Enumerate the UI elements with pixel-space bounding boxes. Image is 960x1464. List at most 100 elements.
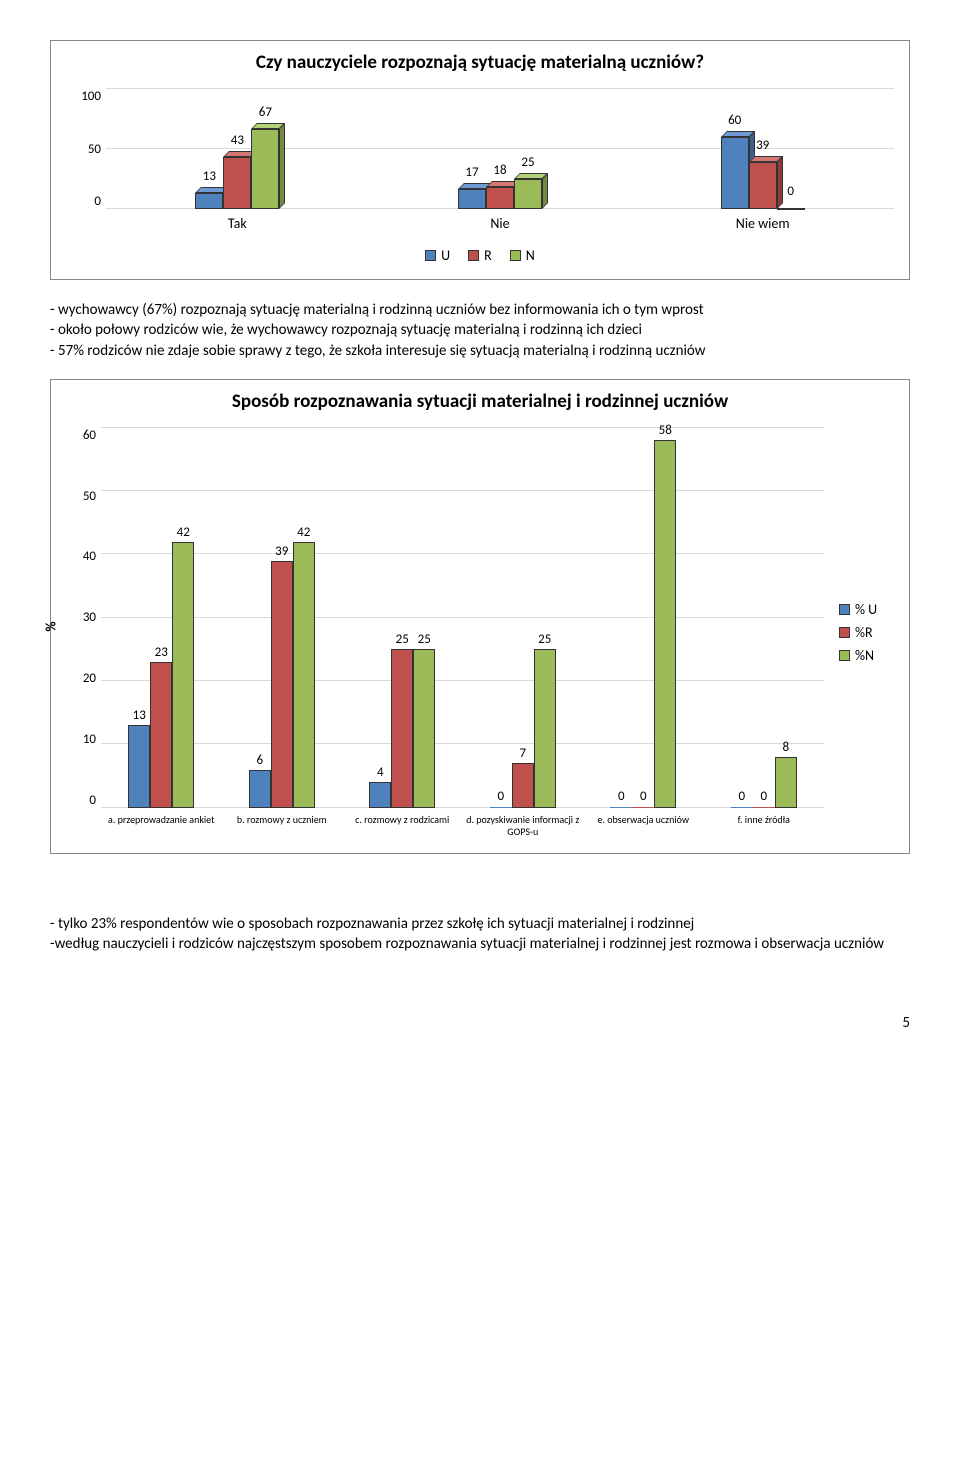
- chart1-bar-label: 13: [203, 169, 216, 184]
- chart2-category: 42525: [342, 649, 463, 807]
- chart2-yaxis: 6050403020100: [66, 428, 96, 808]
- chart2-ytick: 60: [66, 428, 96, 443]
- chart2-category: 13 23 42: [101, 542, 222, 808]
- chart2-plot: 132342639424252507250058008: [101, 428, 824, 808]
- chart1-xlabels: TakNieNie wiem: [106, 215, 894, 232]
- chart1-bar-label: 25: [521, 155, 534, 170]
- chart2-bar-label: 13: [133, 708, 146, 723]
- chart2-bar-label: 42: [177, 525, 190, 540]
- chart1-bar: 43: [223, 157, 251, 209]
- chart2-bar-label: 0: [640, 789, 647, 804]
- legend-label: %R: [855, 624, 873, 641]
- chart1-area: 100500 13436717182560390 TakNieNie wiem: [66, 89, 894, 232]
- chart1-bar: 67: [251, 129, 279, 209]
- chart2-ytick: 10: [66, 732, 96, 747]
- chart1-legend: URN: [66, 247, 894, 264]
- text-block-2: - tylko 23% respondentów wie o sposobach…: [50, 914, 910, 955]
- chart1-category: 171825: [369, 179, 632, 209]
- legend-label: N: [526, 247, 535, 264]
- chart1-bar-label: 67: [259, 105, 272, 120]
- legend-swatch: [510, 250, 521, 261]
- chart2-title: Sposób rozpoznawania sytuacji materialne…: [66, 390, 894, 413]
- chart1-xlabel: Nie wiem: [631, 215, 894, 232]
- chart2-bar: 6: [249, 770, 271, 808]
- chart2-bar-label: 6: [256, 753, 263, 768]
- chart1-bar-label: 18: [493, 163, 506, 178]
- chart2-legend-item: %R: [839, 624, 894, 641]
- chart2-bar-label: 58: [659, 423, 672, 438]
- chart2-bar-label: 0: [760, 789, 767, 804]
- chart2-xlabel: d. pozyskiwanie informacji z GOPS-u: [463, 814, 584, 838]
- chart2-bar-label: 0: [497, 789, 504, 804]
- chart1-bar: 13: [195, 193, 223, 209]
- chart2-xlabels: a. przeprowadzanie ankietb. rozmowy z uc…: [101, 814, 824, 838]
- chart1-bar-label: 39: [756, 138, 769, 153]
- chart1-bar: 60: [721, 137, 749, 209]
- chart2-category: 63942: [222, 542, 343, 808]
- chart2-ytick: 0: [66, 793, 96, 808]
- chart1-xlabel: Tak: [106, 215, 369, 232]
- chart2-bar-label: 7: [519, 746, 526, 761]
- chart1-ytick: 100: [66, 89, 101, 104]
- chart1-category: 134367: [106, 129, 369, 209]
- chart2-bars: 132342639424252507250058008: [101, 428, 824, 808]
- chart2-bar: 25: [534, 649, 556, 807]
- chart1-category-bars: 134367: [195, 129, 279, 209]
- chart2-legend-item: % U: [839, 601, 894, 618]
- chart2-bar: 13: [128, 725, 150, 807]
- chart2-bar: 7: [512, 763, 534, 807]
- chart1-title: Czy nauczyciele rozpoznają sytuację mate…: [66, 51, 894, 74]
- chart2-container: % 6050403020100 132342639424252507250058…: [66, 428, 894, 838]
- chart1-category: 60 39 0: [631, 137, 894, 209]
- chart2-bar-label: 8: [782, 740, 789, 755]
- chart1-ytick: 0: [66, 194, 101, 209]
- chart1-legend-item: R: [468, 247, 492, 264]
- legend-swatch: [839, 604, 850, 615]
- chart2-bar: 39: [271, 561, 293, 808]
- chart2-bar-label: 25: [418, 632, 431, 647]
- chart1-box: Czy nauczyciele rozpoznają sytuację mate…: [50, 40, 910, 280]
- page-number: 5: [50, 1014, 910, 1032]
- chart2-bar: 42: [293, 542, 315, 808]
- chart2-bar-label: 25: [396, 632, 409, 647]
- chart2-ytick: 50: [66, 489, 96, 504]
- text1-line3: - 57% rodziców nie zdaje sobie sprawy z …: [50, 341, 910, 361]
- chart2-bar-label: 0: [618, 789, 625, 804]
- chart2-bar: 58: [654, 440, 676, 807]
- chart2-bar-label: 23: [155, 645, 168, 660]
- chart2-bar: 0: [731, 807, 753, 808]
- chart2-ytick: 30: [66, 610, 96, 625]
- chart2-left: % 6050403020100 132342639424252507250058…: [66, 428, 824, 838]
- chart1-bar-label: 43: [231, 133, 244, 148]
- chart2-bar-label: 4: [377, 765, 384, 780]
- chart2-bar: 25: [391, 649, 413, 807]
- chart1-category-bars: 60 39 0: [721, 137, 805, 209]
- chart2-bar-label: 0: [738, 789, 745, 804]
- chart1-yaxis: 100 50 0: [66, 89, 101, 209]
- chart2-xlabel: e. obserwacja uczniów: [583, 814, 704, 838]
- chart1-bar-label: 0: [787, 184, 794, 199]
- legend-swatch: [839, 650, 850, 661]
- chart1-legend-item: N: [510, 247, 535, 264]
- legend-swatch: [839, 627, 850, 638]
- chart2-plotwrap: % 6050403020100 132342639424252507250058…: [66, 428, 824, 808]
- chart1-bars: 13436717182560390: [106, 89, 894, 209]
- chart1-plot: 13436717182560390: [106, 89, 894, 209]
- chart1-bar: 25: [514, 179, 542, 209]
- chart1-bar: 17: [458, 189, 486, 209]
- legend-swatch: [425, 250, 436, 261]
- chart2-bar: 42: [172, 542, 194, 808]
- chart2-bar-label: 42: [297, 525, 310, 540]
- legend-label: %N: [855, 647, 874, 664]
- chart2-xlabel: b. rozmowy z uczniem: [222, 814, 343, 838]
- chart2-bar-label: 25: [538, 632, 551, 647]
- chart1-legend-item: U: [425, 247, 450, 264]
- chart2-category: 0058: [583, 440, 704, 807]
- chart2-bar: 0: [632, 807, 654, 808]
- text2-line2: -według nauczycieli i rodziców najczęsts…: [50, 934, 910, 954]
- chart1-bar-label: 60: [728, 113, 741, 128]
- chart1-ytick: 50: [66, 142, 101, 157]
- chart2-xlabel: c. rozmowy z rodzicami: [342, 814, 463, 838]
- chart2-box: Sposób rozpoznawania sytuacji materialne…: [50, 379, 910, 854]
- chart2-bar: 8: [775, 757, 797, 808]
